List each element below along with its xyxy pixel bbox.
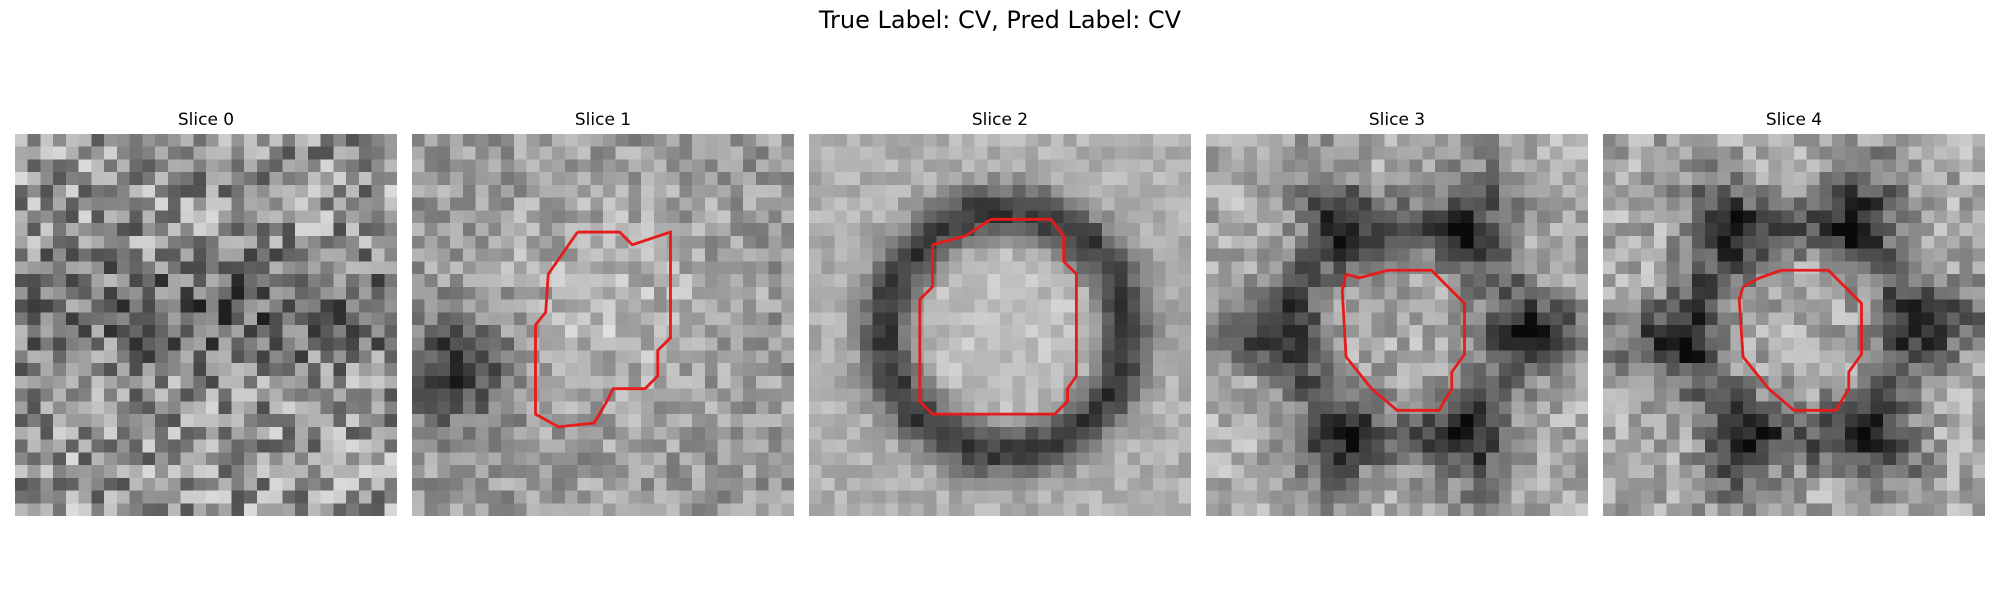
slice-image <box>1206 134 1588 516</box>
panel-slice-4: Slice 4 <box>1603 108 1985 516</box>
panel-slice-3: Slice 3 <box>1206 108 1588 516</box>
slice-image <box>1603 134 1985 516</box>
segmentation-contour <box>534 230 672 429</box>
slice-image <box>809 134 1191 516</box>
segmentation-contour <box>918 217 1078 416</box>
segmentation-contour <box>1340 268 1466 412</box>
slice-title: Slice 1 <box>574 110 632 130</box>
panel-slice-1: Slice 1 <box>412 108 794 516</box>
slice-title: Slice 3 <box>1368 110 1426 130</box>
segmentation-contour <box>1737 268 1863 412</box>
figure-title: True Label: CV, Pred Label: CV <box>818 6 1182 34</box>
panel-slice-0: Slice 0 <box>15 108 397 516</box>
slice-image <box>412 134 794 516</box>
slice-title: Slice 0 <box>177 110 235 130</box>
slice-title: Slice 4 <box>1765 110 1823 130</box>
slice-title: Slice 2 <box>971 110 1029 130</box>
panel-slice-2: Slice 2 <box>809 108 1191 516</box>
slice-image <box>15 134 397 516</box>
